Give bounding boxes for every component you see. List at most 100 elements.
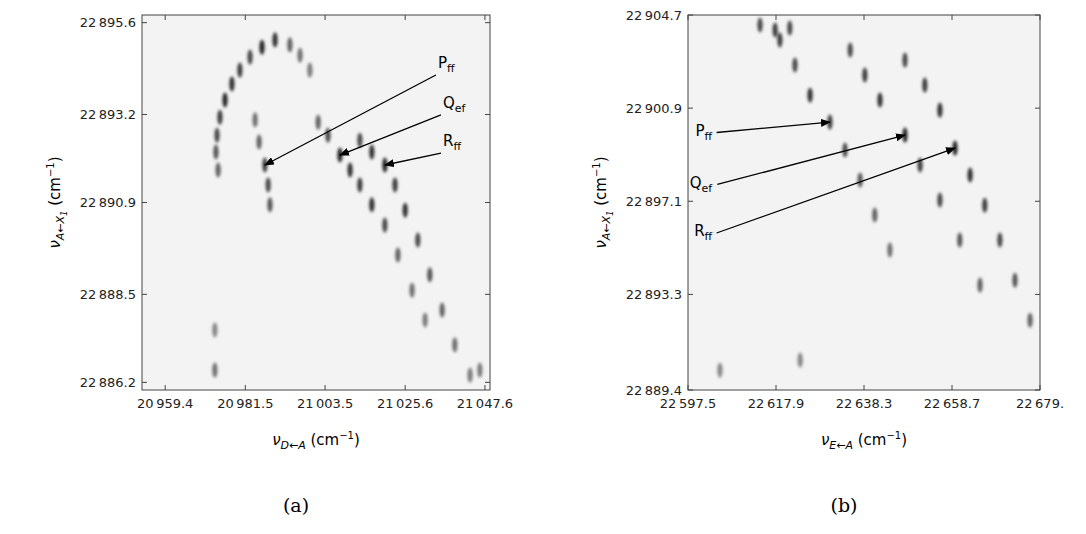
x-tick bbox=[245, 15, 246, 20]
spot bbox=[287, 37, 292, 52]
y-tick bbox=[1035, 15, 1040, 16]
spot bbox=[862, 68, 867, 83]
spot bbox=[392, 177, 397, 192]
label-part: ) bbox=[354, 431, 360, 449]
spot bbox=[212, 363, 217, 378]
y-tick bbox=[142, 202, 147, 203]
spot bbox=[423, 312, 428, 327]
spot bbox=[467, 368, 472, 383]
x-tick-label: 21 003.5 bbox=[297, 396, 353, 411]
spot bbox=[477, 363, 482, 378]
spot bbox=[937, 103, 942, 118]
plot-background bbox=[688, 15, 1040, 390]
y-tick bbox=[688, 15, 693, 16]
y-tick bbox=[1035, 108, 1040, 109]
spot bbox=[1027, 313, 1032, 328]
label-part: ν bbox=[592, 240, 610, 248]
x-tick bbox=[1040, 385, 1041, 390]
x-tick bbox=[688, 385, 689, 390]
x-tick-label: 22 638.3 bbox=[836, 396, 892, 411]
annotation-label: Qef bbox=[690, 174, 714, 195]
x-tick-label: 22 658.7 bbox=[924, 396, 980, 411]
label-part: ) bbox=[901, 431, 907, 449]
x-tick-label: 20 959.4 bbox=[137, 396, 193, 411]
label-part: E←A bbox=[829, 439, 853, 452]
label-part: A←X bbox=[600, 215, 613, 241]
spot bbox=[369, 144, 374, 159]
x-tick bbox=[688, 15, 689, 20]
spot bbox=[858, 172, 863, 187]
label-part: −1 bbox=[339, 430, 354, 441]
spot bbox=[807, 88, 812, 103]
y-tick bbox=[142, 114, 147, 115]
annotation-label: Pff bbox=[438, 54, 455, 75]
spot bbox=[877, 93, 882, 108]
y-tick bbox=[688, 390, 693, 391]
y-tick bbox=[688, 108, 693, 109]
spot bbox=[325, 128, 330, 143]
spot bbox=[357, 133, 362, 148]
label-part: ν bbox=[821, 431, 829, 449]
x-tick bbox=[484, 15, 485, 20]
spot bbox=[922, 78, 927, 93]
spot bbox=[977, 278, 982, 293]
y-tick-label: 22 886.2 bbox=[80, 375, 136, 390]
label-part: ) bbox=[46, 156, 64, 162]
x-tick bbox=[325, 15, 326, 20]
y-tick bbox=[485, 22, 490, 23]
x-tick-label: 20 981.5 bbox=[217, 396, 273, 411]
panel: 20 959.4 20 981.5 21 003.5 21 025.6 21 047.6… bbox=[45, 15, 513, 516]
y-tick bbox=[485, 114, 490, 115]
spot bbox=[403, 203, 408, 218]
x-tick-label: 22 679. bbox=[1016, 396, 1064, 411]
spot bbox=[452, 337, 457, 352]
spot bbox=[848, 43, 853, 58]
spot bbox=[409, 283, 414, 298]
frame bbox=[142, 15, 490, 390]
label-part: (cm bbox=[853, 431, 886, 449]
annotation-label: Rff bbox=[694, 222, 712, 243]
spot bbox=[717, 363, 722, 378]
spot bbox=[415, 233, 420, 248]
x-axis-title: νE←A (cm−1) bbox=[821, 430, 907, 452]
x-tick-label: 22 617.9 bbox=[748, 396, 804, 411]
y-tick-label: 22 895.6 bbox=[80, 15, 136, 30]
spot bbox=[237, 63, 242, 78]
y-axis-title: νA←X1 (cm−1) bbox=[45, 156, 69, 248]
annotation-label: Rff bbox=[443, 132, 461, 153]
spot bbox=[214, 128, 219, 143]
annotation-arrow bbox=[385, 153, 441, 165]
spot bbox=[937, 193, 942, 208]
label-part: ν bbox=[272, 431, 280, 449]
spot bbox=[316, 115, 321, 130]
y-tick bbox=[688, 294, 693, 295]
x-tick bbox=[245, 385, 246, 390]
y-axis-title: νA←X1 (cm−1) bbox=[591, 156, 615, 248]
spot bbox=[347, 162, 352, 177]
y-tick bbox=[485, 294, 490, 295]
spot bbox=[253, 112, 258, 127]
label-part: −1 bbox=[886, 430, 901, 441]
y-tick-label: 22 904.7 bbox=[626, 8, 682, 23]
spot bbox=[1012, 273, 1017, 288]
x-tick bbox=[864, 15, 865, 20]
spot bbox=[902, 53, 907, 68]
label-part: A←X bbox=[54, 215, 67, 241]
x-tick-label: 21 025.6 bbox=[377, 396, 433, 411]
spot bbox=[266, 177, 271, 192]
spot bbox=[787, 20, 792, 35]
x-tick bbox=[952, 385, 953, 390]
label-part: (cm bbox=[46, 177, 64, 210]
spot bbox=[357, 177, 362, 192]
spot bbox=[212, 322, 217, 337]
y-tick-label: 22 893.2 bbox=[80, 107, 136, 122]
spot bbox=[997, 233, 1002, 248]
x-tick bbox=[1040, 15, 1041, 20]
y-tick bbox=[1035, 390, 1040, 391]
x-tick-label: 21 047.6 bbox=[457, 396, 513, 411]
annotation-arrow bbox=[340, 115, 441, 155]
y-tick bbox=[485, 382, 490, 383]
x-tick bbox=[165, 15, 166, 20]
spot bbox=[382, 218, 387, 233]
spot bbox=[427, 267, 432, 282]
